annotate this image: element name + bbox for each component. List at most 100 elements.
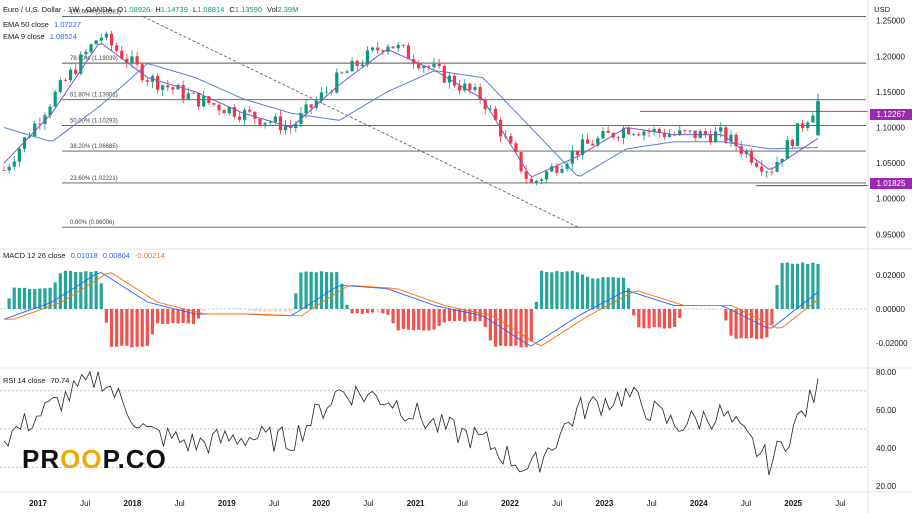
- macd-histogram-bar: [529, 309, 533, 342]
- macd-histogram-bar: [801, 262, 805, 309]
- macd-histogram-bar: [806, 263, 810, 309]
- candle-body: [514, 143, 518, 153]
- candle-body: [432, 63, 436, 68]
- candle-body: [524, 171, 528, 179]
- macd-histogram-bar: [760, 309, 764, 339]
- macd-histogram-bar: [401, 309, 405, 330]
- candle-body: [186, 93, 190, 99]
- macd-histogram-bar: [278, 309, 283, 312]
- candle-body: [278, 116, 283, 131]
- macd-histogram-bar: [258, 309, 262, 312]
- candle-body: [427, 66, 431, 68]
- macd-histogram-bar: [74, 272, 78, 309]
- candle-body: [550, 166, 554, 172]
- candle-body: [483, 99, 487, 110]
- close-value: 1.13590: [234, 5, 262, 14]
- candle-body: [227, 107, 231, 114]
- candle-body: [580, 139, 585, 155]
- candle-body: [232, 107, 236, 117]
- macd-histogram-bar: [637, 309, 641, 328]
- macd-histogram-bar: [340, 283, 344, 309]
- price-tick-label: 1.15000: [876, 88, 905, 97]
- macd-histogram-bar: [673, 309, 677, 327]
- candle-body: [74, 69, 78, 74]
- candle-body: [89, 44, 93, 52]
- macd-histogram-bar: [739, 309, 743, 339]
- ema50-path: [3, 63, 819, 177]
- candle-body: [488, 108, 492, 110]
- macd-histogram-bar: [84, 271, 88, 309]
- logo-text-left: PR: [22, 444, 61, 474]
- candle-body: [422, 66, 426, 69]
- rsi-legend: RSI 14 close 70.74: [3, 376, 69, 385]
- macd-histogram-bar: [125, 309, 129, 346]
- candle-body: [79, 54, 83, 74]
- ema9-legend: EMA 9 close 1.08524: [3, 32, 77, 41]
- time-tick-label: Jul: [741, 499, 751, 508]
- macd-histogram-bar: [140, 309, 144, 347]
- candle-body: [68, 69, 73, 81]
- ema50-line: [3, 63, 819, 177]
- candle-body: [539, 179, 544, 181]
- low-label: L: [193, 5, 198, 14]
- time-tick-label: Jul: [458, 499, 468, 508]
- candle-body: [621, 128, 626, 139]
- macd-histogram-bar: [493, 309, 498, 347]
- candle-body: [463, 83, 467, 91]
- macd-histogram-bar: [27, 289, 32, 309]
- time-tick-label: Jul: [363, 499, 373, 508]
- macd-histogram-bar: [22, 287, 27, 309]
- macd-histogram-bar: [191, 309, 196, 324]
- candle-body: [48, 106, 52, 116]
- candle-body: [207, 96, 211, 104]
- macd-histogram-bar: [734, 309, 738, 339]
- macd-histogram-bar: [109, 309, 114, 347]
- candle-body: [765, 171, 769, 173]
- dashed-trendline: [142, 16, 579, 228]
- macd-histogram-bar: [161, 309, 165, 325]
- price-tick-label: 1.25000: [876, 17, 905, 26]
- candle-body: [340, 72, 344, 74]
- macd-histogram-bar: [780, 262, 784, 309]
- close-label: C: [229, 5, 235, 14]
- macd-histogram-bar: [514, 309, 518, 346]
- macd-label: MACD 12 26 close: [3, 251, 66, 260]
- candle-body: [811, 115, 815, 123]
- macd-histogram-bar: [171, 309, 175, 324]
- macd-histogram-bar: [545, 271, 549, 309]
- price-candles: [2, 30, 820, 186]
- candle-body: [7, 166, 11, 171]
- candle-body: [529, 178, 533, 183]
- macd-histogram-bar: [99, 283, 103, 309]
- ema9-value: 1.08524: [49, 32, 77, 41]
- macd-histogram-bar: [38, 288, 42, 309]
- macd-histogram-bar: [253, 309, 257, 312]
- macd-histogram-bar: [724, 309, 728, 321]
- candle-body: [760, 166, 764, 172]
- candle-body: [586, 139, 590, 144]
- macd-histogram-bar: [662, 309, 667, 329]
- currency-label: USD: [874, 5, 890, 14]
- macd-pane: 0.02000 0.00000 -0.02000: [0, 262, 908, 348]
- time-axis: 2017 Jul 2018 Jul 2019 Jul 2020 Jul 2021 Jul 2022 J…: [29, 499, 846, 508]
- macd-histogram-bar: [698, 308, 702, 310]
- macd-histogram-bar: [365, 309, 370, 313]
- candle-body: [191, 92, 196, 94]
- candle-body: [678, 130, 682, 135]
- rsi-value: 70.74: [50, 376, 70, 385]
- logo-o2: O: [81, 444, 103, 474]
- macd-histogram-bar: [350, 309, 354, 314]
- candle-body: [365, 50, 370, 65]
- time-tick-label: 2020: [312, 499, 330, 508]
- macd-histogram-bar: [473, 309, 477, 322]
- candle-body: [703, 131, 707, 135]
- candle-body: [135, 56, 139, 65]
- rsi-tick-label: 20.00: [876, 482, 897, 491]
- macd-histogram-bar: [591, 278, 595, 309]
- time-tick-label: 2021: [407, 499, 425, 508]
- macd-histogram-bar: [294, 293, 298, 309]
- candle-body: [161, 85, 165, 90]
- macd-signal-value: 0.00804: [102, 251, 130, 260]
- macd-histogram-bar: [560, 271, 564, 309]
- candle-body: [386, 46, 390, 52]
